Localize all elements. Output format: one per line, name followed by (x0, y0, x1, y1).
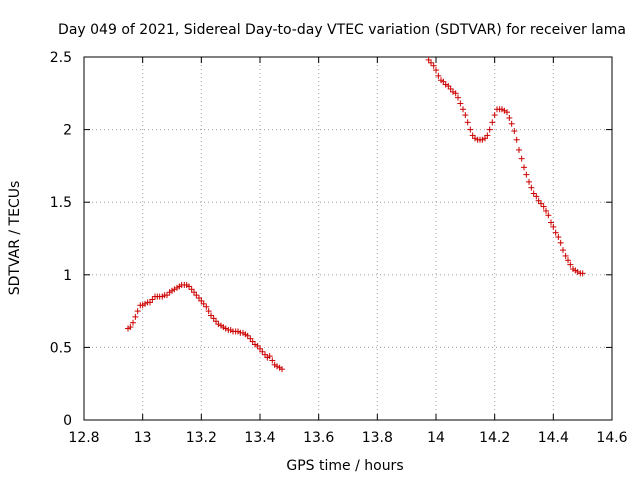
data-point (132, 313, 139, 320)
data-point (452, 90, 459, 97)
data-point (560, 247, 567, 254)
data-point (462, 112, 469, 119)
data-point (203, 303, 210, 310)
data-point (530, 190, 537, 197)
data-point (215, 321, 222, 328)
data-point (464, 119, 471, 126)
x-tick-label: 14.2 (479, 430, 510, 446)
data-point (129, 319, 136, 326)
data-point (552, 229, 559, 236)
data-point (484, 132, 491, 139)
data-point (127, 324, 134, 331)
x-tick-label: 13.2 (186, 430, 217, 446)
data-point (547, 219, 554, 226)
x-tick-label: 14.6 (596, 430, 627, 446)
data-point (479, 136, 486, 143)
data-point (565, 257, 571, 264)
data-point (208, 312, 215, 319)
data-point (513, 136, 520, 143)
data-point (142, 300, 149, 307)
data-point (149, 296, 156, 303)
data-point (269, 357, 276, 364)
data-point (518, 155, 525, 162)
data-point (450, 88, 457, 95)
data-point (200, 300, 207, 307)
data-point (508, 120, 515, 127)
data-point (516, 146, 523, 153)
data-point (171, 286, 178, 293)
data-point (521, 164, 527, 171)
data-point (491, 112, 498, 119)
data-point (472, 135, 479, 142)
data-point (430, 62, 437, 69)
data-point (442, 81, 449, 88)
data-point (545, 212, 552, 219)
x-axis-label: GPS time / hours (286, 458, 403, 474)
chart-title: Day 049 of 2021, Sidereal Day-to-day VTE… (58, 22, 626, 38)
axis-ticks (83, 56, 613, 421)
plot-frame (83, 56, 613, 421)
data-point (503, 109, 510, 116)
data-point (259, 348, 266, 355)
data-point (567, 261, 574, 268)
data-point (574, 268, 581, 275)
data-point (489, 119, 496, 126)
y-tick-label: 0 (63, 413, 72, 429)
data-point (540, 203, 547, 210)
x-tick-label: 13.6 (303, 430, 334, 446)
x-tick-label: 14 (427, 430, 445, 446)
data-point (428, 59, 435, 66)
data-point (525, 178, 532, 185)
data-point (533, 193, 540, 200)
data-point (562, 252, 569, 259)
data-point (557, 239, 564, 246)
data-point (528, 184, 535, 191)
data-point (543, 207, 549, 214)
data-point (266, 353, 273, 360)
x-tick-label: 12.8 (68, 430, 99, 446)
data-point (252, 341, 259, 348)
data-point (538, 200, 545, 207)
data-point (506, 114, 513, 121)
y-tick-label: 1.5 (50, 195, 72, 211)
data-point (579, 270, 586, 277)
data-point (222, 325, 229, 332)
x-tick-label: 13.4 (244, 430, 275, 446)
data-point (164, 292, 171, 299)
y-tick-labels: 0 0.5 1 1.5 2 2.5 (50, 50, 72, 429)
y-tick-label: 2.5 (50, 50, 72, 66)
data-point (205, 308, 212, 315)
data-point (433, 67, 439, 74)
data-point (467, 126, 474, 133)
x-tick-labels: 12.8 13 13.2 13.4 13.6 13.8 14 14.2 14.4 14.6 (68, 430, 627, 446)
y-axis-label: SDTVAR / TECUs (7, 181, 23, 296)
data-point (550, 223, 557, 230)
data-point (186, 283, 193, 290)
data-point (279, 366, 285, 373)
data-point (523, 171, 530, 178)
data-point (486, 126, 493, 133)
y-tick-label: 0.5 (50, 340, 72, 356)
data-point (511, 128, 518, 135)
x-tick-label: 13.8 (362, 430, 393, 446)
x-tick-label: 14.4 (538, 430, 569, 446)
y-tick-label: 1 (63, 268, 72, 284)
data-point (555, 234, 562, 241)
data-point (134, 308, 141, 315)
data-point (274, 363, 281, 370)
data-point (459, 106, 466, 113)
y-tick-label: 2 (63, 123, 72, 139)
data-point (501, 107, 508, 114)
grid-lines (84, 57, 612, 420)
data-point (193, 292, 200, 299)
data-point (457, 100, 464, 107)
data-point (455, 94, 461, 101)
data-point (435, 72, 442, 79)
data-points (125, 56, 586, 373)
data-point (244, 332, 251, 339)
x-tick-label: 13 (134, 430, 152, 446)
